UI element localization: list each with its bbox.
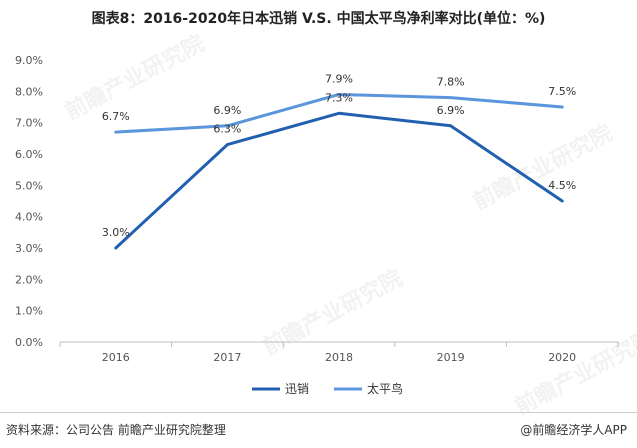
watermark-text: 前瞻产业研究院 — [511, 325, 637, 420]
data-label: 3.0% — [102, 226, 130, 239]
legend: 迅销 太平鸟 — [252, 381, 403, 396]
data-label: 6.9% — [437, 104, 465, 117]
legend-label: 迅销 — [285, 382, 309, 396]
data-label: 6.9% — [213, 104, 241, 117]
x-axis: 2016 2017 2018 2019 2020 — [59, 341, 619, 364]
data-label: 6.3% — [213, 123, 241, 136]
y-tick-label: 8.0% — [15, 85, 43, 98]
data-label: 6.7% — [102, 110, 130, 123]
legend-label: 太平鸟 — [367, 381, 403, 396]
x-tick-label: 2018 — [325, 351, 353, 364]
y-tick-label: 5.0% — [15, 179, 43, 192]
chart-title: 图表8：2016-2020年日本迅销 V.S. 中国太平鸟净利率对比(单位：%) — [91, 11, 546, 27]
data-label: 7.5% — [548, 85, 576, 98]
data-label: 7.8% — [437, 76, 465, 89]
source-note: 资料来源：公司公告 前瞻产业研究院整理 — [6, 423, 226, 437]
y-tick-label: 1.0% — [15, 305, 43, 318]
series-line-2 — [114, 92, 564, 134]
series-line-1 — [114, 111, 564, 250]
credit-note: @前瞻经济学人APP — [520, 423, 627, 437]
watermark-text: 前瞻产业研究院 — [259, 265, 407, 360]
data-label: 7.3% — [325, 91, 353, 104]
y-tick-label: 9.0% — [15, 54, 43, 67]
x-tick-label: 2017 — [213, 351, 241, 364]
footer-divider — [0, 412, 637, 413]
y-tick-label: 3.0% — [15, 242, 43, 255]
x-tick-label: 2019 — [437, 351, 465, 364]
y-tick-label: 7.0% — [15, 117, 43, 130]
y-tick-label: 6.0% — [15, 148, 43, 161]
x-tick-label: 2016 — [102, 351, 130, 364]
data-labels: 3.0% 6.3% 7.3% 6.9% 4.5% 6.7% 6.9% 7.9% 7.8% 7.5% — [102, 72, 576, 239]
watermark-text: 前瞻产业研究院 — [61, 30, 209, 125]
series-layer — [114, 92, 564, 250]
y-axis: 0.0% 1.0% 2.0% 3.0% 4.0% 5.0% 6.0% 7.0% 8.0% 9.0% — [15, 54, 43, 349]
y-tick-label: 4.0% — [15, 211, 43, 224]
y-tick-label: 0.0% — [15, 336, 43, 349]
watermark-text: 前瞻产业研究院 — [469, 120, 617, 215]
data-label: 7.9% — [325, 72, 353, 85]
y-tick-label: 2.0% — [15, 273, 43, 286]
x-tick-label: 2020 — [548, 351, 576, 364]
data-label: 4.5% — [548, 179, 576, 192]
